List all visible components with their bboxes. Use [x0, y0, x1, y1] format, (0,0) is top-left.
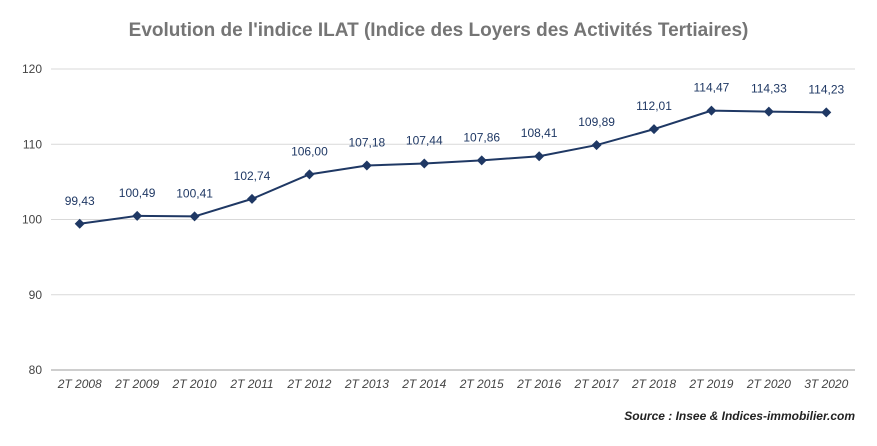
y-axis-ticks: 80 90 100 110 120 [22, 62, 42, 377]
data-label: 100,49 [119, 186, 156, 200]
x-tick-label: 2T 2010 [172, 377, 217, 391]
x-tick-label: 2T 2011 [229, 377, 273, 391]
x-tick-label: 2T 2015 [459, 377, 504, 391]
data-labels: 99,43 100,49 100,41 102,74 106,00 107,18 107,4… [65, 81, 845, 208]
x-tick-label: 2T 2012 [286, 377, 331, 391]
x-tick-label: 2T 2009 [114, 377, 159, 391]
x-tick-label: 2T 2019 [688, 377, 733, 391]
data-label: 106,00 [291, 144, 328, 158]
x-tick-label: 2T 2008 [57, 377, 102, 391]
x-axis-ticks: 2T 2008 2T 2009 2T 2010 2T 2011 2T 2012 2T 20… [57, 377, 849, 391]
x-tick-label: 2T 2018 [631, 377, 676, 391]
data-point [821, 107, 832, 118]
data-point [247, 193, 257, 204]
data-label: 99,43 [65, 194, 95, 208]
data-point [649, 124, 659, 135]
x-tick-label: 3T 2020 [804, 377, 848, 391]
y-tick-label: 90 [29, 288, 43, 302]
data-point [304, 169, 315, 180]
chart-title: Evolution de l'indice ILAT (Indice des L… [128, 20, 749, 41]
y-tick-label: 100 [22, 213, 42, 227]
data-point [74, 218, 85, 229]
data-point [419, 158, 430, 169]
data-label: 112,01 [636, 99, 672, 113]
data-point [132, 210, 143, 221]
x-tick-label: 2T 2016 [516, 377, 561, 391]
y-tick-label: 110 [23, 137, 42, 151]
data-point [534, 151, 545, 162]
data-label: 114,23 [808, 82, 844, 96]
data-point [476, 155, 487, 166]
data-point [706, 105, 717, 116]
gridlines [51, 68, 855, 371]
x-tick-label: 2T 2014 [401, 377, 446, 391]
data-label: 114,33 [751, 82, 787, 96]
data-label: 100,41 [176, 186, 213, 200]
y-tick-label: 120 [22, 62, 42, 76]
data-label: 109,89 [578, 115, 615, 129]
data-label: 108,41 [521, 126, 558, 140]
x-tick-label: 2T 2020 [746, 377, 791, 391]
x-tick-label: 2T 2017 [574, 377, 620, 391]
data-point [591, 140, 602, 151]
data-label: 107,18 [349, 135, 386, 149]
data-label: 107,86 [463, 130, 500, 144]
series-line-layer [79, 109, 827, 225]
data-point [361, 160, 372, 171]
series-line [79, 109, 827, 225]
data-points [74, 105, 832, 229]
x-tick-label: 2T 2013 [344, 377, 389, 391]
data-point [763, 106, 774, 117]
data-label: 114,47 [694, 81, 730, 95]
y-tick-label: 80 [29, 363, 43, 377]
chart-source: Source : Insee & Indices-immobilier.com [624, 409, 855, 423]
data-label: 107,44 [406, 134, 443, 148]
data-point [189, 211, 200, 222]
data-label: 102,74 [234, 169, 271, 183]
